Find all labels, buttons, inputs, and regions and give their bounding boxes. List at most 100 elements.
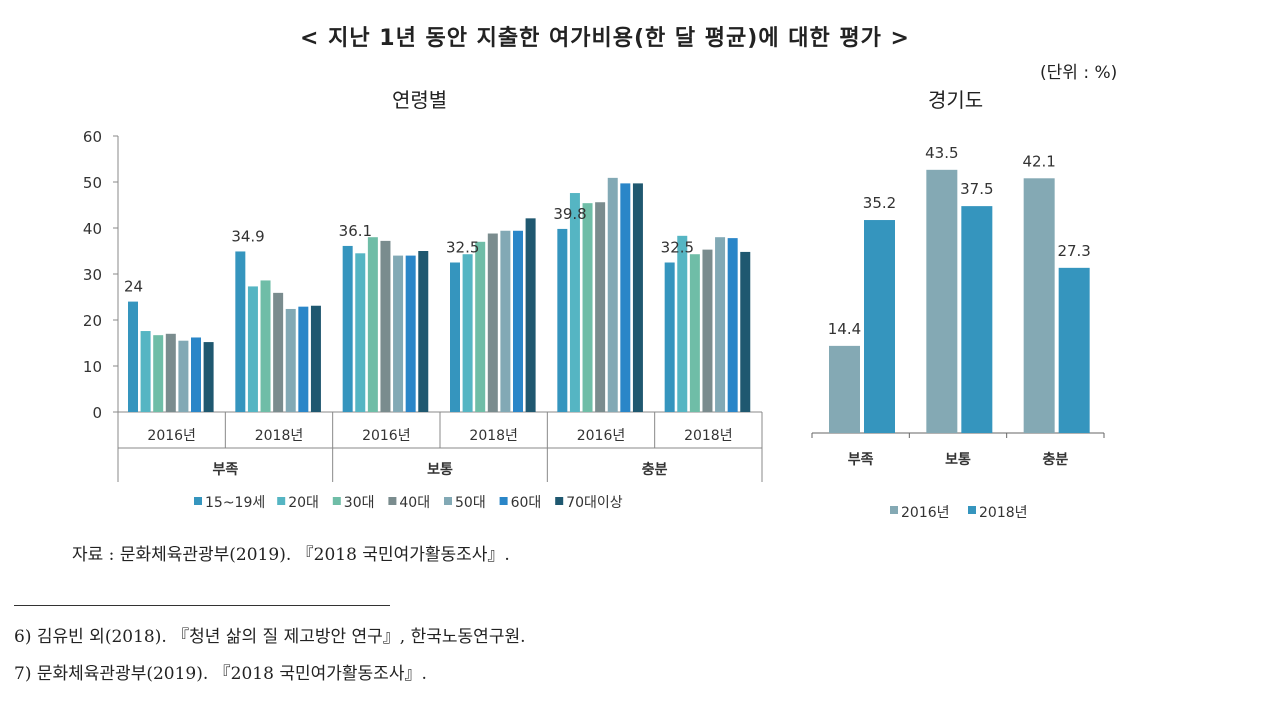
year-label: 2018년: [255, 428, 304, 444]
bar-30대-5: [689, 254, 700, 412]
legend-label: 70대이상: [566, 495, 623, 511]
legend-swatch: [194, 497, 202, 505]
y-tick-label: 40: [83, 220, 102, 238]
bar-40대-3: [487, 233, 498, 412]
right-legend-label: 2016년: [901, 505, 950, 521]
group-label: 충분: [642, 462, 668, 478]
bar-60대-1: [298, 306, 309, 412]
legend-label: 40대: [399, 495, 430, 511]
bar-70대이상-2: [418, 251, 429, 412]
bar-50대-2: [393, 255, 404, 412]
footnote-6: 6) 김유빈 외(2018). 『청년 삶의 질 제고방안 연구』, 한국노동연…: [14, 627, 526, 647]
legend-swatch: [332, 497, 341, 505]
bar-70대이상-5: [740, 251, 751, 412]
right-category-label: 충분: [1042, 452, 1068, 468]
bar-50대-5: [715, 237, 726, 412]
bar-60대-3: [513, 230, 523, 412]
data-label: 39.8: [553, 205, 586, 223]
legend-swatch: [444, 497, 452, 505]
group-label: 부족: [212, 462, 238, 478]
y-tick-label: 0: [92, 404, 102, 422]
right-legend-swatch: [968, 506, 976, 514]
legend-swatch: [499, 497, 508, 505]
legend-label: 50대: [455, 495, 486, 511]
legend-label: 20대: [288, 495, 319, 511]
bar-20대-0: [140, 331, 151, 412]
right-data-label: 37.5: [960, 180, 993, 198]
page-title: < 지난 1년 동안 지출한 여가비용(한 달 평균)에 대한 평가 >: [300, 26, 910, 51]
bar-50대-4: [607, 177, 618, 412]
bar-15~19세-5: [664, 262, 675, 412]
data-label: 32.5: [661, 239, 694, 257]
year-label: 2016년: [147, 428, 196, 444]
group-label: 보통: [427, 462, 453, 478]
footnote-7: 7) 문화체육관광부(2019). 『2018 국민여가활동조사』.: [14, 664, 427, 684]
bar-15~19세-4: [557, 228, 568, 412]
data-label: 32.5: [446, 239, 479, 257]
legend-swatch: [555, 497, 564, 505]
right-data-label: 27.3: [1057, 242, 1090, 260]
right-chart-title: 경기도: [928, 88, 984, 112]
bar-20대-3: [462, 254, 473, 412]
legend-swatch: [388, 497, 397, 505]
source-note: 자료 : 문화체육관광부(2019). 『2018 국민여가활동조사』.: [72, 545, 510, 565]
bar-40대-1: [273, 292, 284, 412]
right-legend-label: 2018년: [979, 505, 1028, 521]
bar-30대-3: [475, 241, 486, 412]
bar-30대-1: [260, 280, 271, 412]
right-bar-2018년-부족: [864, 220, 895, 433]
right-bar-2016년-충분: [1023, 178, 1055, 433]
bar-30대-2: [367, 237, 378, 412]
bar-50대-3: [500, 230, 511, 412]
right-bar-2016년-부족: [829, 345, 860, 433]
bar-60대-0: [191, 337, 201, 412]
year-label: 2018년: [469, 428, 518, 444]
bar-15~19세-1: [235, 251, 246, 412]
bar-30대-4: [582, 203, 593, 412]
bar-15~19세-0: [128, 301, 138, 412]
bar-40대-4: [595, 202, 606, 412]
bar-70대이상-3: [525, 218, 536, 412]
bar-70대이상-0: [203, 342, 214, 412]
legend-swatch: [277, 497, 286, 505]
bar-50대-0: [178, 340, 189, 412]
bar-40대-5: [702, 249, 713, 412]
bar-20대-1: [247, 286, 258, 412]
footnote-divider: [14, 605, 390, 606]
y-tick-label: 50: [83, 174, 102, 192]
y-tick-label: 10: [83, 358, 102, 376]
year-label: 2018년: [684, 428, 733, 444]
bar-70대이상-4: [632, 183, 643, 412]
right-bar-2018년-충분: [1058, 267, 1090, 433]
legend-label: 60대: [511, 495, 542, 511]
data-label: 36.1: [339, 222, 372, 240]
data-label: 24: [124, 278, 143, 296]
bar-20대-4: [569, 193, 580, 412]
right-bar-2016년-보통: [926, 169, 958, 433]
year-label: 2016년: [362, 428, 411, 444]
y-tick-label: 20: [83, 312, 102, 330]
legend-label: 30대: [344, 495, 375, 511]
bar-15~19세-3: [450, 262, 460, 412]
right-bar-2018년-보통: [961, 206, 993, 433]
right-data-label: 43.5: [925, 144, 958, 162]
bar-15~19세-2: [342, 245, 353, 412]
bar-60대-4: [620, 183, 631, 412]
right-category-label: 보통: [945, 452, 971, 468]
data-label: 34.9: [231, 227, 264, 245]
bar-60대-2: [405, 255, 416, 412]
unit-label: (단위 : %): [1040, 63, 1118, 83]
bar-60대-5: [727, 238, 738, 412]
year-label: 2016년: [577, 428, 626, 444]
bar-30대-0: [153, 335, 164, 412]
bar-40대-2: [380, 240, 391, 412]
right-data-label: 42.1: [1022, 152, 1055, 170]
bar-40대-0: [165, 333, 176, 412]
right-data-label: 14.4: [828, 320, 861, 338]
bar-20대-5: [677, 235, 688, 412]
right-category-label: 부족: [848, 452, 874, 468]
bar-20대-2: [355, 253, 366, 412]
y-tick-label: 60: [83, 128, 102, 146]
left-chart-title: 연령별: [392, 88, 448, 112]
